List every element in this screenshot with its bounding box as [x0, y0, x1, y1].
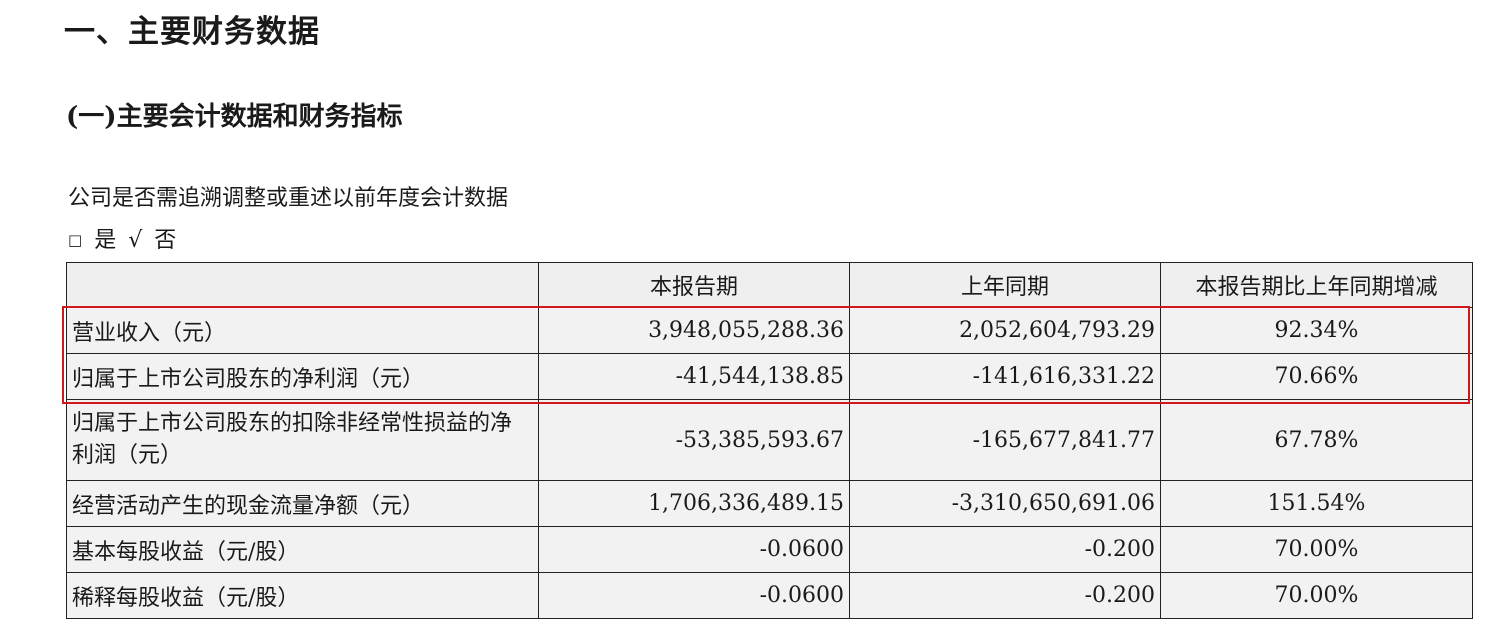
current-value: -0.0600: [538, 572, 850, 619]
change-value: 70.00%: [1160, 526, 1473, 573]
table-row: 归属于上市公司股东的扣除非经常性损益的净利润（元） -53,385,593.67…: [66, 399, 1473, 481]
change-value: 67.78%: [1160, 399, 1473, 481]
current-value: -53,385,593.67: [538, 399, 850, 481]
table-header-row: 本报告期 上年同期 本报告期比上年同期增减: [66, 262, 1473, 308]
section-heading: 一、主要财务数据: [64, 14, 320, 50]
current-value: 1,706,336,489.15: [538, 480, 850, 527]
row-label: 营业收入（元）: [66, 307, 539, 354]
prior-value: -165,677,841.77: [849, 399, 1161, 481]
option-yes-label: 是: [94, 228, 117, 253]
restatement-question: 公司是否需追溯调整或重述以前年度会计数据: [68, 186, 509, 211]
prior-value: -0.200: [849, 526, 1161, 573]
checkmark-icon: √: [128, 228, 143, 253]
restatement-options: □ 是 √ 否: [68, 222, 188, 254]
option-no-label: 否: [154, 228, 177, 253]
row-label: 稀释每股收益（元/股）: [66, 572, 539, 619]
table-row: 归属于上市公司股东的净利润（元） -41,544,138.85 -141,616…: [66, 353, 1473, 400]
subsection-heading: (一)主要会计数据和财务指标: [66, 102, 403, 132]
header-prior-period: 上年同期: [849, 262, 1161, 308]
current-value: -0.0600: [538, 526, 850, 573]
row-label: 归属于上市公司股东的净利润（元）: [66, 353, 539, 400]
change-value: 70.00%: [1160, 572, 1473, 619]
financial-data-table: 本报告期 上年同期 本报告期比上年同期增减 营业收入（元） 3,948,055,…: [66, 262, 1473, 619]
header-current-period: 本报告期: [538, 262, 850, 308]
header-blank: [66, 262, 539, 308]
table-row: 经营活动产生的现金流量净额（元） 1,706,336,489.15 -3,310…: [66, 480, 1473, 527]
prior-value: -0.200: [849, 572, 1161, 619]
change-value: 70.66%: [1160, 353, 1473, 400]
unchecked-box-icon: □: [68, 231, 83, 249]
change-value: 151.54%: [1160, 480, 1473, 527]
change-value: 92.34%: [1160, 307, 1473, 354]
row-label: 归属于上市公司股东的扣除非经常性损益的净利润（元）: [66, 399, 539, 481]
header-change: 本报告期比上年同期增减: [1160, 262, 1473, 308]
prior-value: 2,052,604,793.29: [849, 307, 1161, 354]
current-value: 3,948,055,288.36: [538, 307, 850, 354]
row-label: 基本每股收益（元/股）: [66, 526, 539, 573]
table-row: 稀释每股收益（元/股） -0.0600 -0.200 70.00%: [66, 572, 1473, 619]
row-label: 经营活动产生的现金流量净额（元）: [66, 480, 539, 527]
table-row: 营业收入（元） 3,948,055,288.36 2,052,604,793.2…: [66, 307, 1473, 354]
prior-value: -141,616,331.22: [849, 353, 1161, 400]
prior-value: -3,310,650,691.06: [849, 480, 1161, 527]
current-value: -41,544,138.85: [538, 353, 850, 400]
table-row: 基本每股收益（元/股） -0.0600 -0.200 70.00%: [66, 526, 1473, 573]
